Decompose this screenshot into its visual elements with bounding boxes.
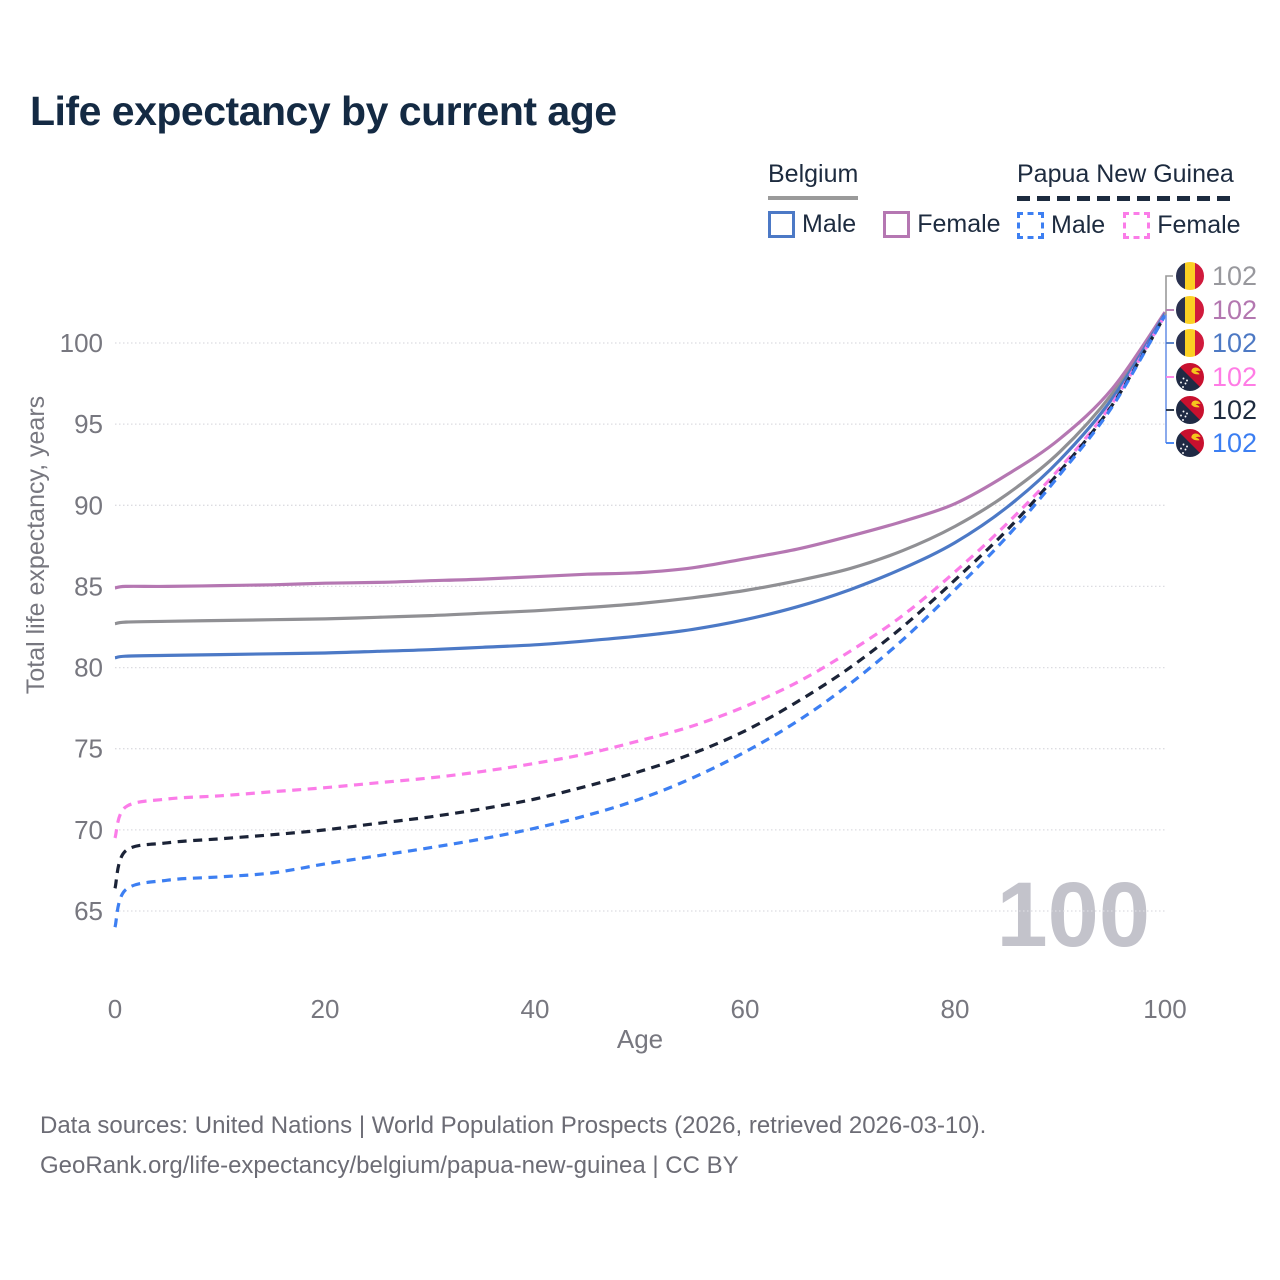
- png-dashed-line-sample: [1017, 196, 1234, 201]
- legend-item-belgium-female[interactable]: Female: [883, 210, 1001, 239]
- belgium-flag-icon: [1174, 327, 1206, 359]
- x-tick-label: 0: [108, 994, 122, 1024]
- legend-label: Female: [1157, 211, 1241, 239]
- end-value-png-male: 102: [1212, 428, 1257, 458]
- x-axis-title: Age: [617, 1024, 663, 1054]
- x-tick-label: 80: [941, 994, 970, 1024]
- series-line-png-male[interactable]: [113, 314, 1167, 928]
- y-tick-label: 70: [74, 815, 103, 845]
- age-frame-watermark: 100: [997, 864, 1151, 966]
- footer-sources-line: Data sources: United Nations | World Pop…: [40, 1112, 987, 1139]
- series-line-png-total[interactable]: [113, 314, 1167, 889]
- footer-attribution-line: GeoRank.org/life-expectancy/belgium/papu…: [40, 1152, 739, 1179]
- belgium-flag-icon: [1174, 294, 1206, 326]
- legend-item-belgium-male[interactable]: Male: [768, 210, 856, 239]
- png-male-swatch-icon: [1017, 212, 1044, 239]
- papua-new-guinea-flag-icon: [1174, 361, 1206, 393]
- y-tick-label: 65: [74, 896, 103, 926]
- legend-label: Female: [917, 210, 1001, 238]
- data-source-footer: Data sources: United Nations | World Pop…: [40, 1106, 986, 1186]
- series-line-belgium-female[interactable]: [114, 311, 1167, 590]
- y-tick-label: 75: [74, 734, 103, 764]
- papua-new-guinea-flag-icon: [1174, 394, 1206, 426]
- end-value-png-total: 102: [1212, 395, 1257, 425]
- papua-new-guinea-flag-icon: [1174, 427, 1206, 459]
- legend-label: Male: [1051, 211, 1106, 239]
- x-tick-label: 100: [1143, 994, 1186, 1024]
- legend-title-belgium[interactable]: Belgium: [768, 160, 859, 200]
- belgium-male-swatch-icon: [768, 211, 795, 238]
- legend-title-png-label: Papua New Guinea: [1017, 160, 1234, 188]
- series-line-png-female[interactable]: [113, 314, 1167, 839]
- y-tick-label: 95: [74, 409, 103, 439]
- series-line-belgium-total[interactable]: [114, 312, 1167, 626]
- belgium-female-swatch-icon: [883, 211, 911, 238]
- legend-title-papua-new-guinea[interactable]: Papua New Guinea: [1017, 160, 1234, 201]
- page-title: Life expectancy by current age: [30, 88, 617, 134]
- legend-title-belgium-label: Belgium: [768, 160, 859, 188]
- legend-label: Male: [802, 210, 857, 238]
- y-tick-label: 80: [74, 653, 103, 683]
- series-line-belgium-male[interactable]: [114, 312, 1167, 660]
- y-tick-label: 85: [74, 571, 103, 601]
- end-value-belgium-total: 102: [1212, 261, 1257, 291]
- legend-group-papua-new-guinea: Papua New Guinea Male Female: [1017, 160, 1241, 240]
- end-label-connector: [1164, 275, 1173, 316]
- y-axis-title: Total life expectancy, years: [22, 396, 50, 694]
- y-tick-label: 90: [74, 490, 103, 520]
- x-tick-label: 60: [731, 994, 760, 1024]
- belgium-flag-icon: [1174, 260, 1206, 292]
- legend-item-png-female[interactable]: Female: [1123, 211, 1241, 240]
- belgium-solid-line-sample: [768, 196, 859, 200]
- legend-group-belgium: Belgium Male Female: [768, 160, 1001, 239]
- end-value-belgium-male: 102: [1212, 328, 1257, 358]
- x-tick-label: 20: [311, 994, 340, 1024]
- png-female-swatch-icon: [1123, 212, 1151, 239]
- x-tick-label: 40: [521, 994, 550, 1024]
- legend-item-png-male[interactable]: Male: [1017, 211, 1105, 240]
- end-value-png-female: 102: [1212, 362, 1257, 392]
- y-tick-label: 100: [60, 328, 103, 358]
- end-value-belgium-female: 102: [1212, 295, 1257, 325]
